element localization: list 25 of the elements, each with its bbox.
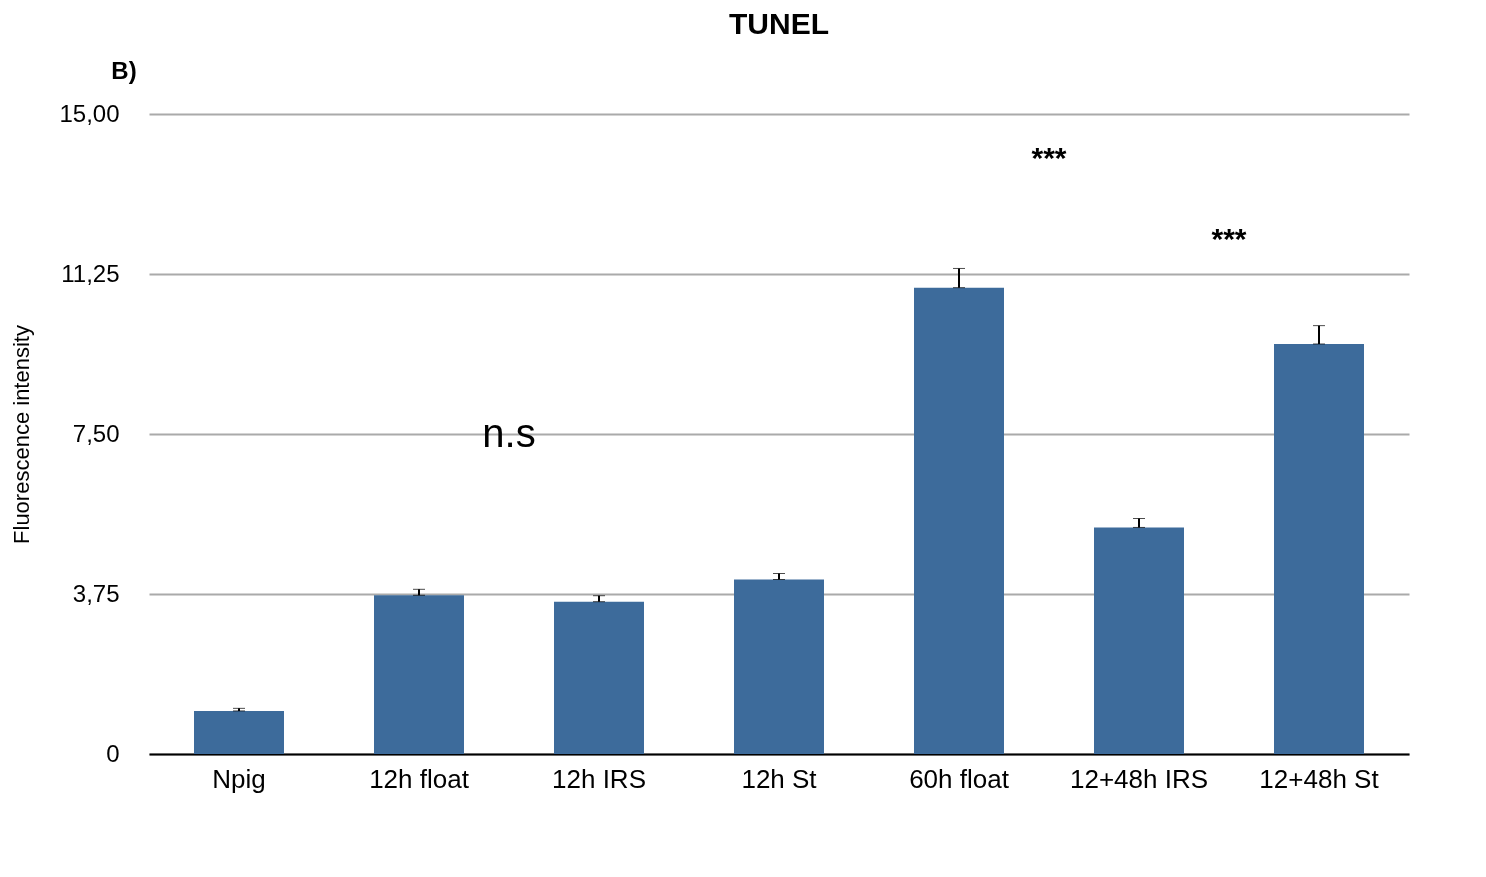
x-tick-label: 12+48h IRS xyxy=(1069,763,1209,794)
bar xyxy=(914,287,1004,754)
y-axis-title: Fluorescence intensity xyxy=(9,325,35,544)
bar xyxy=(374,595,464,754)
x-tick-label: 12h St xyxy=(741,763,818,794)
bar xyxy=(1094,527,1184,754)
x-tick-label: 12h float xyxy=(369,763,470,794)
x-tick-label: 12+48h St xyxy=(1259,763,1380,794)
x-tick-label: Npig xyxy=(212,763,266,794)
text: B) xyxy=(111,57,137,84)
annotation: n.s xyxy=(482,411,536,456)
y-tick-label: 3,75 xyxy=(72,579,120,607)
bar xyxy=(554,601,644,754)
bar xyxy=(1274,343,1364,754)
annotation: *** xyxy=(1031,140,1067,174)
annotation: *** xyxy=(1211,221,1247,255)
y-tick-label: 0 xyxy=(106,739,120,767)
chart-title: TUNEL xyxy=(729,7,829,40)
x-tick-label: 12h IRS xyxy=(552,763,646,794)
y-tick-label: 15,00 xyxy=(59,99,120,127)
y-tick-label: 11,25 xyxy=(61,259,120,287)
y-tick-label: 7,50 xyxy=(72,419,120,447)
x-tick-label: 60h float xyxy=(909,763,1010,794)
bar xyxy=(734,579,824,754)
bar xyxy=(194,710,284,754)
